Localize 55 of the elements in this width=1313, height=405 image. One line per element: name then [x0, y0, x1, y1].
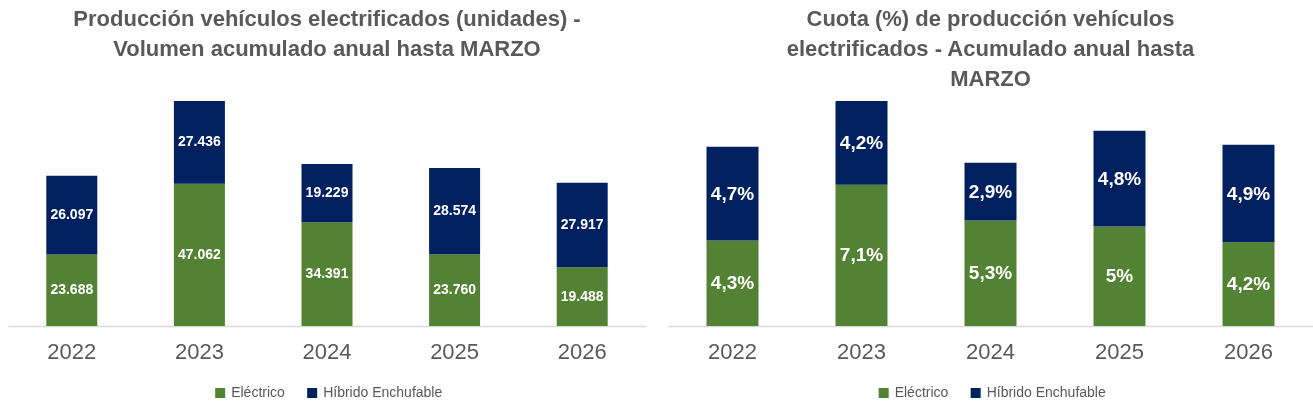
data-label: 4,9%: [1226, 182, 1271, 204]
x-tick-label: 2025: [1095, 338, 1144, 364]
x-tick-label: 2026: [557, 338, 607, 364]
data-label: 23.760: [433, 281, 477, 298]
data-label: 5,3%: [968, 262, 1013, 284]
data-label: 4,2%: [839, 131, 884, 153]
data-label: 19.488: [560, 287, 604, 304]
chart-title: Producción vehículos electrificados (unidades) - Volumen acumulado anual hasta MARZO: [73, 6, 581, 61]
bar: [173, 183, 225, 326]
data-label: 4,2%: [1226, 273, 1271, 295]
bar: [706, 240, 759, 326]
data-label: 4,7%: [710, 182, 755, 204]
bar: [1222, 242, 1275, 326]
bar: [835, 184, 888, 326]
data-label: 2,9%: [968, 180, 1013, 202]
bar: [556, 267, 608, 326]
bar: [46, 175, 98, 255]
bar: [46, 254, 98, 326]
bar: [964, 220, 1017, 326]
bar: [1093, 226, 1146, 326]
bar: [556, 182, 608, 268]
data-label: 7,1%: [839, 244, 884, 266]
bar: [301, 164, 353, 223]
bar: [1222, 144, 1275, 243]
x-tick-label: 2024: [302, 338, 352, 364]
legend-label: Eléctrico: [894, 384, 949, 400]
legend-label: Eléctrico: [231, 384, 286, 400]
data-label: 27.436: [177, 133, 222, 150]
data-label: 47.062: [177, 245, 222, 262]
bar: [706, 146, 759, 241]
x-tick-label: 2026: [1224, 338, 1273, 364]
data-label: 19.229: [305, 184, 349, 201]
chart-title: Cuota (%) de producción vehículos electrificados - Acumulado anual hasta MARZO: [786, 6, 1196, 91]
bar: [1093, 130, 1146, 227]
x-tick-label: 2024: [966, 338, 1015, 364]
data-label: 23.688: [50, 281, 94, 298]
data-label: 5%: [1105, 265, 1134, 287]
data-label: 26.097: [50, 206, 94, 223]
bar: [429, 167, 481, 255]
data-label: 4,3%: [710, 272, 755, 294]
bar: [173, 101, 225, 184]
data-label: 28.574: [433, 202, 477, 219]
bar: [835, 101, 888, 185]
x-tick-label: 2023: [837, 338, 886, 364]
data-label: 27.917: [560, 215, 604, 232]
data-label: 34.391: [305, 265, 349, 282]
x-tick-label: 2023: [174, 338, 224, 364]
legend-label: Híbrido Enchufable: [986, 384, 1106, 400]
bar: [429, 254, 481, 326]
bar: [301, 222, 353, 326]
data-label: 4,8%: [1097, 167, 1142, 189]
x-tick-label: 2022: [708, 338, 757, 364]
x-tick-label: 2022: [47, 338, 97, 364]
legend-label: Híbrido Enchufable: [323, 384, 443, 400]
x-tick-label: 2025: [430, 338, 480, 364]
